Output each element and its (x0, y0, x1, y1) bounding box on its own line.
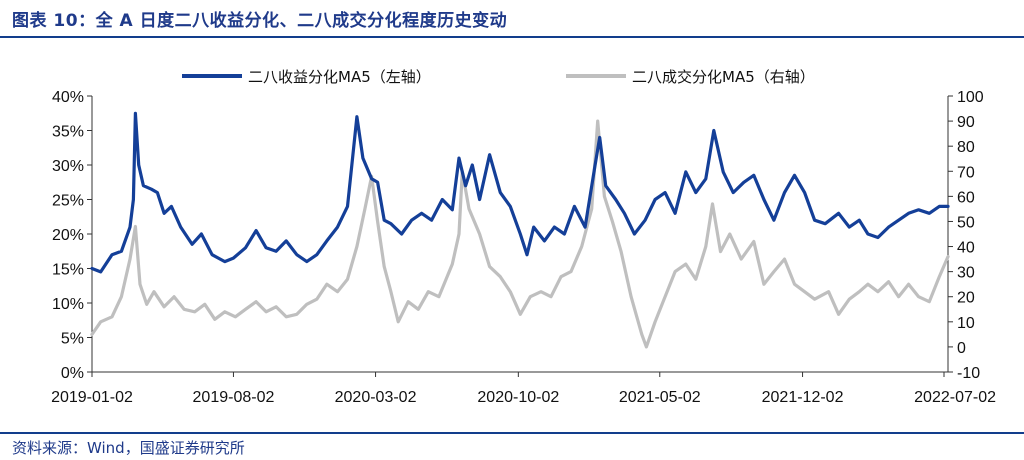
source-note: 资料来源：Wind，国盛证券研究所 (12, 439, 245, 457)
chart-series (90, 111, 950, 349)
x-tick-label: 2020-03-02 (335, 389, 417, 406)
page-title: 图表 10：全 A 日度二八收益分化、二八成交分化程度历史变动 (12, 11, 508, 31)
divergence-chart: 二八收益分化MA5（左轴） 二八成交分化MA5（右轴） 0% 5% 10% 15% 20%… (51, 68, 996, 406)
left-y-axis: 0% 5% 10% 15% 20% 25% 30% 35% 40% (52, 89, 93, 382)
right-tick-label: 100 (957, 89, 984, 106)
top-divider (0, 36, 1024, 38)
left-tick-label: 0% (61, 365, 84, 382)
right-tick-label: 60 (957, 189, 975, 206)
left-tick-label: 40% (52, 89, 84, 106)
right-tick-label: 80 (957, 139, 975, 156)
series-line-return-divergence (90, 111, 950, 274)
legend-label-return: 二八收益分化MA5（左轴） (248, 68, 431, 86)
right-tick-label: 70 (957, 164, 975, 181)
x-tick-label: 2019-01-02 (51, 389, 133, 406)
left-tick-label: 35% (52, 124, 84, 141)
x-axis: 2019-01-02 2019-08-02 2020-03-02 2020-10-02… (51, 371, 996, 406)
right-tick-label: 20 (957, 290, 975, 307)
right-tick-label: -10 (957, 365, 980, 382)
left-tick-label: 10% (52, 296, 84, 313)
right-tick-label: 0 (957, 340, 966, 357)
right-tick-label: 30 (957, 265, 975, 282)
x-tick-label: 2021-12-02 (762, 389, 844, 406)
chart-legend: 二八收益分化MA5（左轴） 二八成交分化MA5（右轴） (182, 68, 815, 86)
series-line-turnover-divergence (90, 119, 950, 349)
x-tick-label: 2022-07-02 (914, 389, 996, 406)
right-y-axis: -10 0 10 20 30 40 50 60 70 80 90 100 (947, 89, 984, 382)
bottom-divider (0, 432, 1024, 434)
left-tick-label: 5% (61, 331, 84, 348)
left-tick-label: 20% (52, 227, 84, 244)
x-tick-label: 2019-08-02 (193, 389, 275, 406)
legend-label-turnover: 二八成交分化MA5（右轴） (632, 68, 815, 86)
left-tick-label: 30% (52, 158, 84, 175)
x-tick-label: 2020-10-02 (477, 389, 559, 406)
left-tick-label: 15% (52, 262, 84, 279)
right-tick-label: 10 (957, 315, 975, 332)
right-tick-label: 40 (957, 240, 975, 257)
right-tick-label: 50 (957, 214, 975, 231)
x-tick-label: 2021-05-02 (619, 389, 701, 406)
left-tick-label: 25% (52, 193, 84, 210)
right-tick-label: 90 (957, 114, 975, 131)
